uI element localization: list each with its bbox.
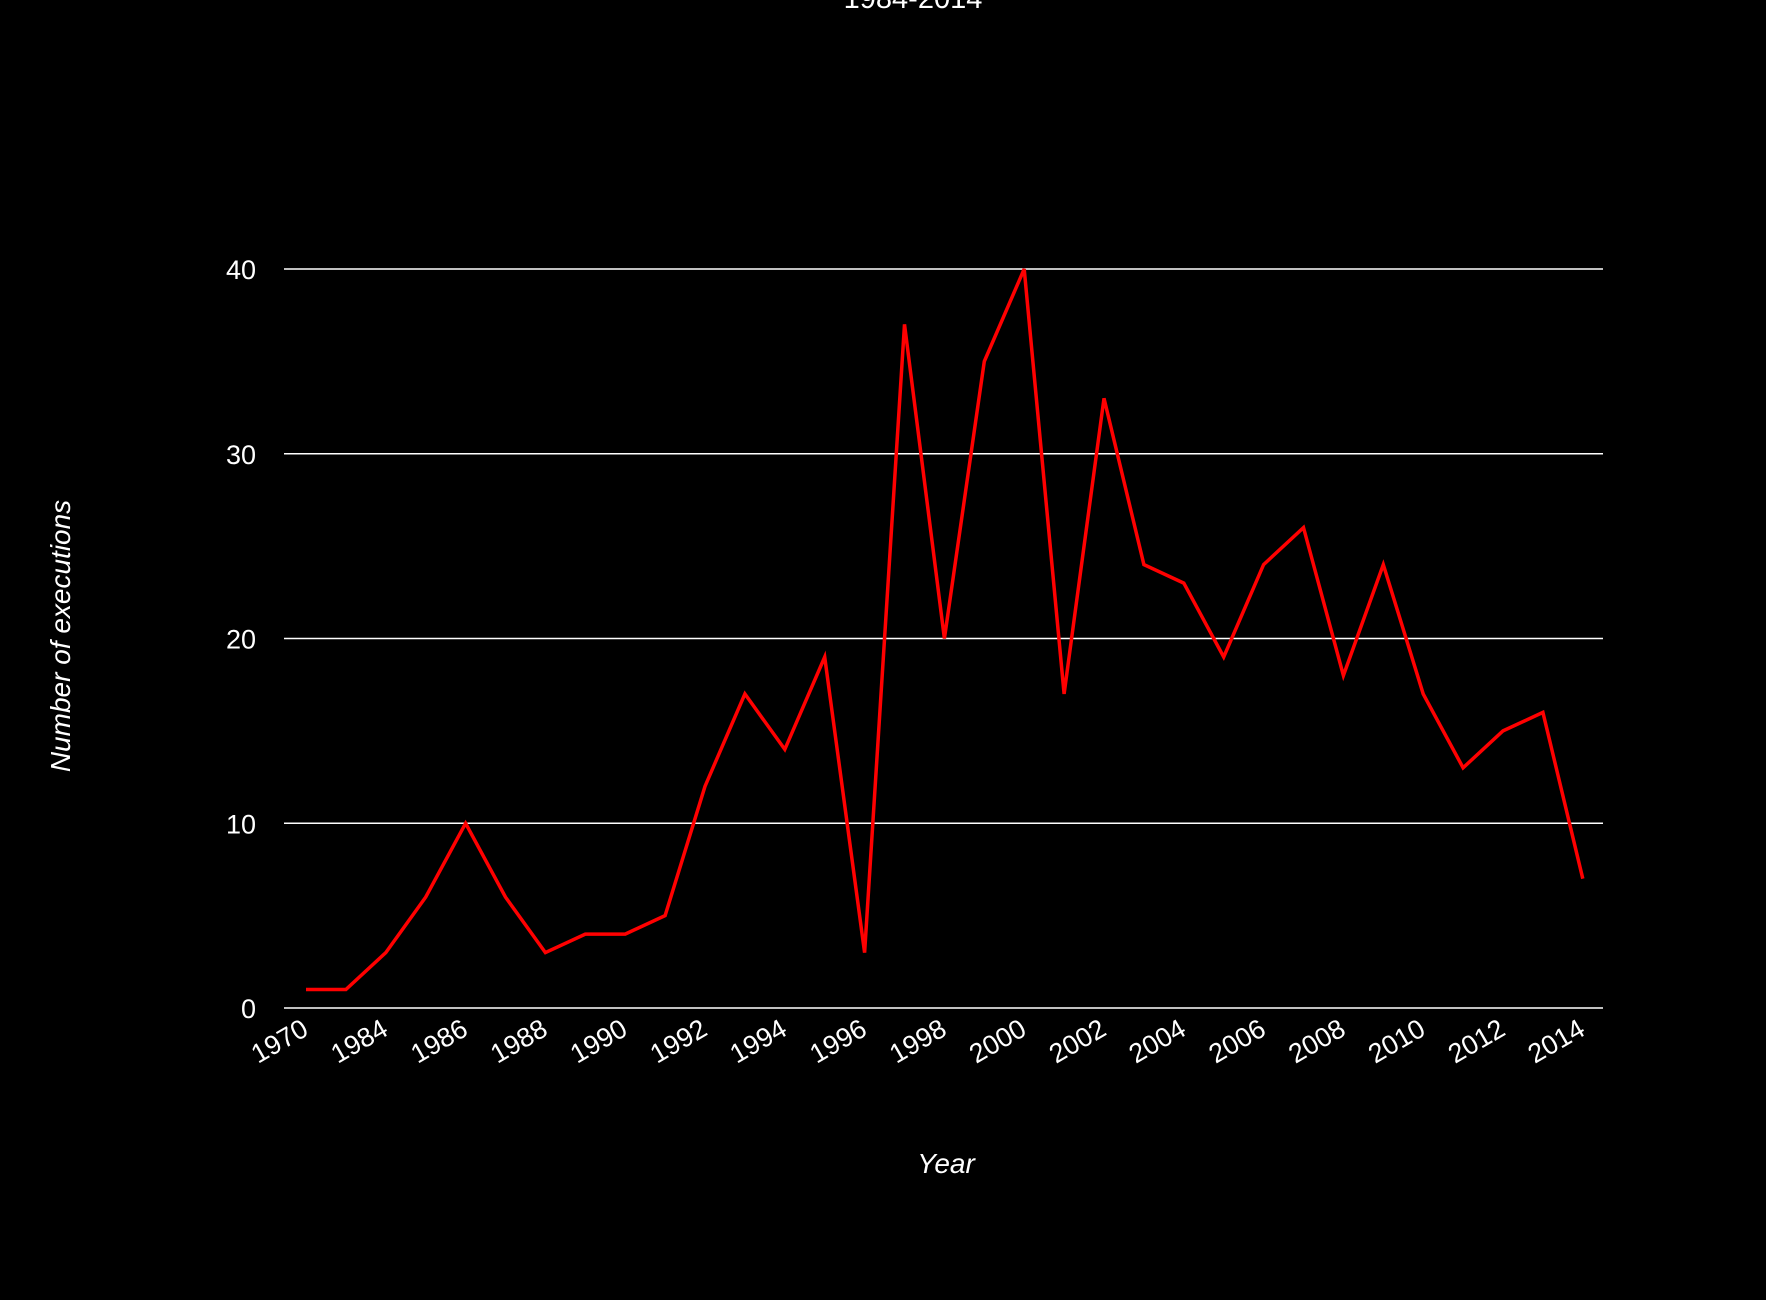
x-tick-label: 1984	[326, 1013, 393, 1069]
x-tick-label: 1994	[725, 1013, 792, 1069]
series-layer	[305, 268, 1585, 992]
x-tick-label: 2010	[1363, 1013, 1430, 1069]
x-tick-label: 1988	[485, 1013, 552, 1069]
y-axis-title: Number of executions	[45, 500, 76, 772]
chart-title: 1984-2014	[844, 0, 983, 15]
x-tick-label: 2012	[1443, 1013, 1510, 1069]
series-line-0	[306, 268, 1585, 992]
x-axis-tick-labels: 1970 1984 1986 1988 1990 1992 1994 1996 1998 2000…	[246, 1013, 1590, 1069]
y-tick-label: 20	[226, 625, 256, 655]
y-axis-tick-labels: 0 10 20 30 40	[226, 255, 256, 1024]
y-tick-label: 10	[226, 809, 256, 839]
y-tick-label: 40	[226, 255, 256, 285]
x-tick-label: 2000	[964, 1013, 1031, 1069]
x-tick-label: 1998	[884, 1013, 951, 1069]
x-tick-label: 2014	[1523, 1013, 1590, 1069]
x-tick-label: 2008	[1283, 1013, 1350, 1069]
x-tick-label: 1992	[645, 1013, 712, 1069]
x-tick-label: 1970	[246, 1013, 313, 1069]
x-tick-label: 1990	[565, 1013, 632, 1069]
x-tick-label: 1986	[406, 1013, 473, 1069]
x-tick-label: 2002	[1044, 1013, 1111, 1069]
y-tick-label: 30	[226, 440, 256, 470]
x-tick-label: 1996	[805, 1013, 872, 1069]
x-axis-title: Year	[917, 1148, 976, 1179]
x-tick-label: 2006	[1204, 1013, 1271, 1069]
y-tick-label: 0	[241, 994, 256, 1024]
x-tick-label: 2004	[1124, 1013, 1191, 1069]
